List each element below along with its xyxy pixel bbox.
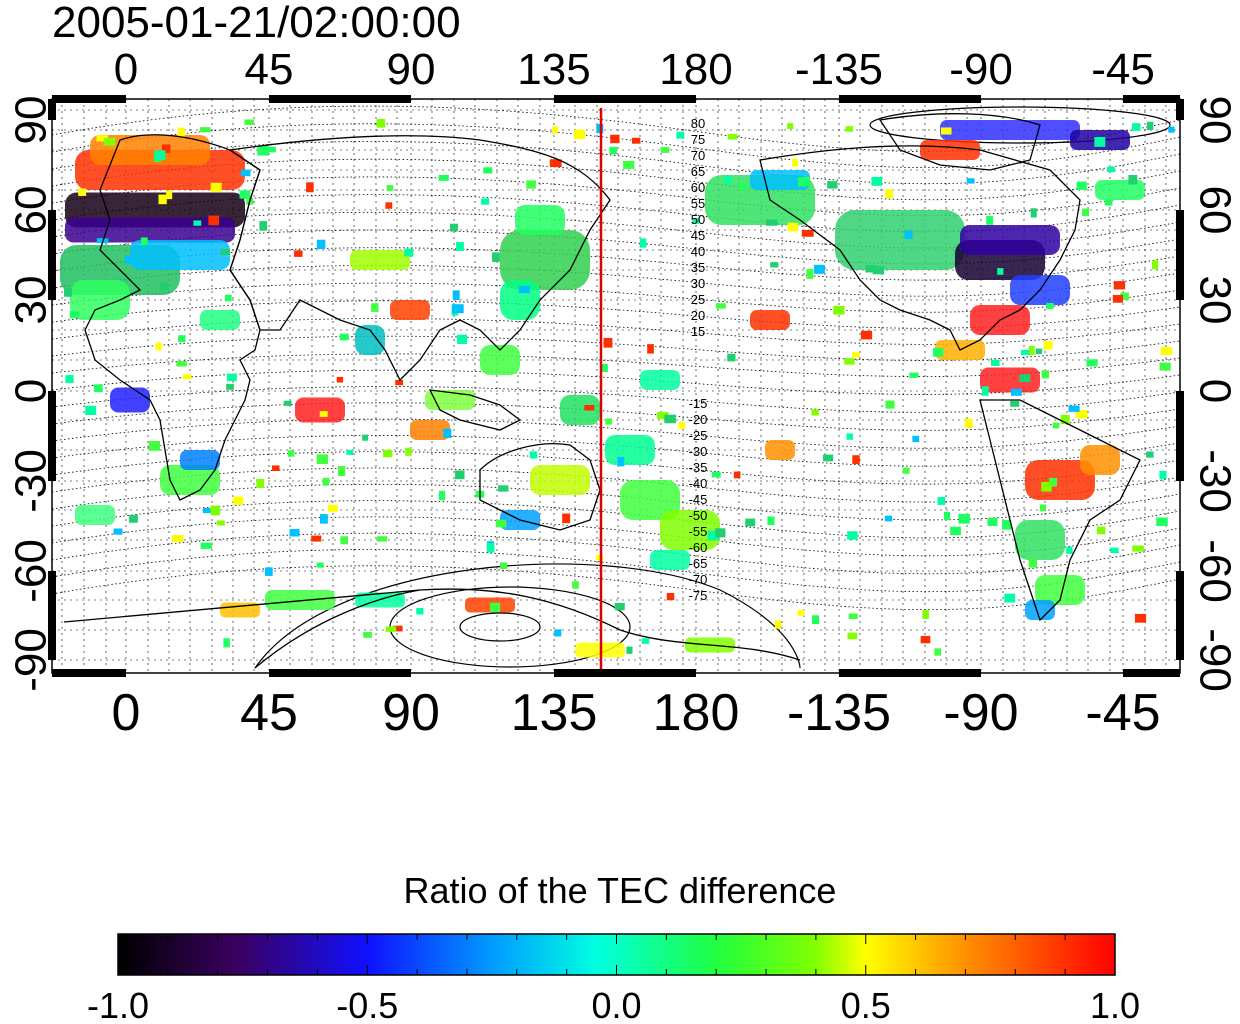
y-tick-label-right: -90: [1190, 628, 1239, 692]
contour-label: 70: [691, 148, 705, 163]
x-tick-label-top: -135: [795, 45, 883, 94]
y-tick-label-right: -30: [1190, 449, 1239, 513]
x-tick-label-bottom: 90: [382, 684, 440, 742]
x-tick-label-bottom: -135: [787, 684, 891, 742]
y-tick-label-left: 60: [7, 186, 56, 235]
contour-label: -55: [689, 524, 708, 539]
coastlines: [63, 113, 1141, 669]
x-tick-label-top: 135: [517, 45, 590, 94]
contour-label: 35: [691, 260, 705, 275]
contour-label: -50: [689, 508, 708, 523]
contour-label: -15: [689, 396, 708, 411]
contour-label: 80: [691, 116, 705, 131]
map-axes: 0045459090135135180180-135-135-90-90-45-…: [7, 45, 1240, 742]
y-tick-label-right: 0: [1190, 379, 1239, 403]
x-tick-label-top: -90: [949, 45, 1013, 94]
contour-label: 30: [691, 276, 705, 291]
x-tick-label-bottom: 135: [511, 684, 598, 742]
x-tick-label-top: 90: [387, 45, 436, 94]
contour-label: 15: [691, 324, 705, 339]
x-tick-label-bottom: 45: [240, 684, 298, 742]
y-tick-label-left: -90: [7, 628, 56, 692]
x-tick-label-bottom: -90: [943, 684, 1018, 742]
contour-label: -65: [689, 556, 708, 571]
y-tick-label-right: 60: [1190, 186, 1239, 235]
x-tick-label-top: -45: [1091, 45, 1155, 94]
colorbar-tick-label: 1.0: [1090, 985, 1140, 1024]
x-tick-label-top: 0: [114, 45, 138, 94]
x-tick-label-bottom: 0: [112, 684, 141, 742]
y-tick-label-right: -60: [1190, 539, 1239, 603]
contour-label: 75: [691, 132, 705, 147]
colorbar-tick-label: 0.0: [591, 985, 641, 1024]
colorbar-title: Ratio of the TEC difference: [403, 870, 837, 911]
x-tick-label-top: 180: [659, 45, 732, 94]
x-tick-label-bottom: 180: [653, 684, 740, 742]
contour-label: -30: [689, 444, 708, 459]
colorbar-ticks: -1.0 -0.5 0.0 0.5 1.0: [87, 934, 1140, 1024]
contour-label: 55: [691, 196, 705, 211]
y-tick-label-left: 90: [7, 96, 56, 145]
contour-label: 40: [691, 244, 705, 259]
x-tick-label-top: 45: [245, 45, 294, 94]
map-datetime-title: 2005-01-21/02:00:00: [52, 0, 461, 47]
contour-label: -75: [689, 588, 708, 603]
colorbar-tick-label: 0.5: [841, 985, 891, 1024]
y-tick-label-left: 0: [7, 379, 56, 403]
contour-label: 45: [691, 228, 705, 243]
y-tick-label-left: 30: [7, 276, 56, 325]
contour-label: -70: [689, 572, 708, 587]
y-tick-label-right: 90: [1190, 96, 1239, 145]
x-tick-label-bottom: -45: [1085, 684, 1160, 742]
y-tick-label-left: -30: [7, 449, 56, 513]
contour-label: -25: [689, 428, 708, 443]
contour-label: 65: [691, 164, 705, 179]
contour-label: -45: [689, 492, 708, 507]
colorbar-tick-label: -1.0: [87, 985, 149, 1024]
y-tick-label-left: -60: [7, 539, 56, 603]
contour-label: -35: [689, 460, 708, 475]
contour-label: -20: [689, 412, 708, 427]
contour-label: 20: [691, 308, 705, 323]
contour-label: 25: [691, 292, 705, 307]
contour-label: -40: [689, 476, 708, 491]
contour-label: -60: [689, 540, 708, 555]
colorbar-tick-label: -0.5: [336, 985, 398, 1024]
y-tick-label-right: 30: [1190, 276, 1239, 325]
contour-label: 60: [691, 180, 705, 195]
contour-label: 50: [691, 212, 705, 227]
